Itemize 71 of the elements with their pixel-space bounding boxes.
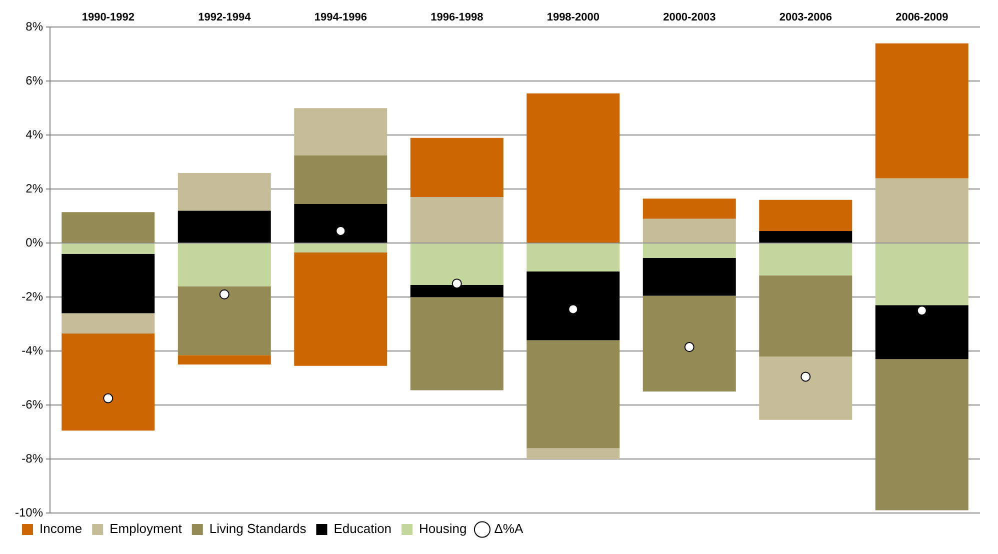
x-tick-label: 2006-2009: [896, 12, 948, 24]
bar: [642, 244, 736, 258]
legend-label: Education: [334, 521, 392, 536]
bar: [62, 254, 155, 314]
bar: [410, 197, 504, 243]
bar: [526, 93, 620, 243]
bar: [875, 178, 968, 243]
bar: [294, 244, 388, 253]
bar: [62, 212, 155, 243]
x-tick-label: 2003-2006: [779, 12, 832, 24]
x-tick-label: 1998-2000: [546, 12, 600, 24]
bar: [875, 305, 968, 360]
bar: [178, 210, 271, 243]
y-tick-label: 2%: [26, 181, 44, 196]
bar: [410, 138, 504, 198]
bar: [410, 297, 504, 390]
y-tick-label: -6%: [22, 397, 44, 412]
bar: [526, 340, 620, 448]
bar: [759, 356, 852, 420]
bar: [62, 313, 155, 334]
bar: [759, 230, 852, 243]
bar: [759, 200, 852, 231]
y-tick-label: 8%: [26, 20, 44, 34]
bar: [178, 244, 271, 286]
bar: [526, 244, 620, 272]
x-tick-label: 2000-2003: [663, 12, 716, 24]
bar: [526, 448, 620, 460]
bar: [642, 258, 736, 296]
point: [452, 278, 462, 289]
bar: [759, 244, 852, 276]
bar: [875, 244, 968, 306]
legend-label: Housing: [419, 521, 467, 536]
point: [800, 372, 811, 382]
bar: [526, 271, 620, 340]
bar: [642, 296, 736, 392]
legend-label: Employment: [110, 521, 182, 536]
bar: [875, 359, 968, 510]
point: [336, 226, 346, 236]
bar: [178, 172, 271, 211]
bar: [759, 276, 852, 356]
bar: [642, 218, 736, 243]
bar: [294, 108, 388, 156]
bar: [62, 244, 155, 254]
bar: [410, 244, 504, 285]
y-tick-label: 0%: [26, 235, 44, 250]
y-tick-label: -4%: [22, 343, 44, 358]
y-tick-label: -10%: [15, 505, 44, 520]
bar: [62, 334, 155, 431]
bar: [294, 204, 388, 243]
bar: [642, 198, 736, 219]
bar: [178, 355, 271, 365]
bar: [294, 252, 388, 366]
y-tick-label: -2%: [22, 289, 44, 304]
bar: [294, 155, 388, 204]
x-tick-label: 1996-1998: [430, 12, 484, 24]
bar: [178, 286, 271, 356]
point: [684, 342, 694, 352]
x-tick-label: 1994-1996: [314, 12, 367, 24]
x-tick-label: 1990-1992: [82, 12, 134, 24]
point: [916, 306, 927, 316]
legend-label: Living Standards: [209, 521, 307, 536]
x-tick-label: 1992-1994: [198, 12, 252, 24]
legend-label: Δ%A: [494, 521, 524, 536]
y-tick-label: 4%: [26, 127, 44, 142]
y-tick-label: -8%: [22, 451, 44, 466]
bar: [875, 43, 968, 178]
y-tick-label: 6%: [26, 73, 44, 88]
point: [219, 289, 230, 300]
point: [568, 304, 578, 314]
point: [103, 393, 114, 404]
legend-label: Income: [40, 521, 82, 536]
